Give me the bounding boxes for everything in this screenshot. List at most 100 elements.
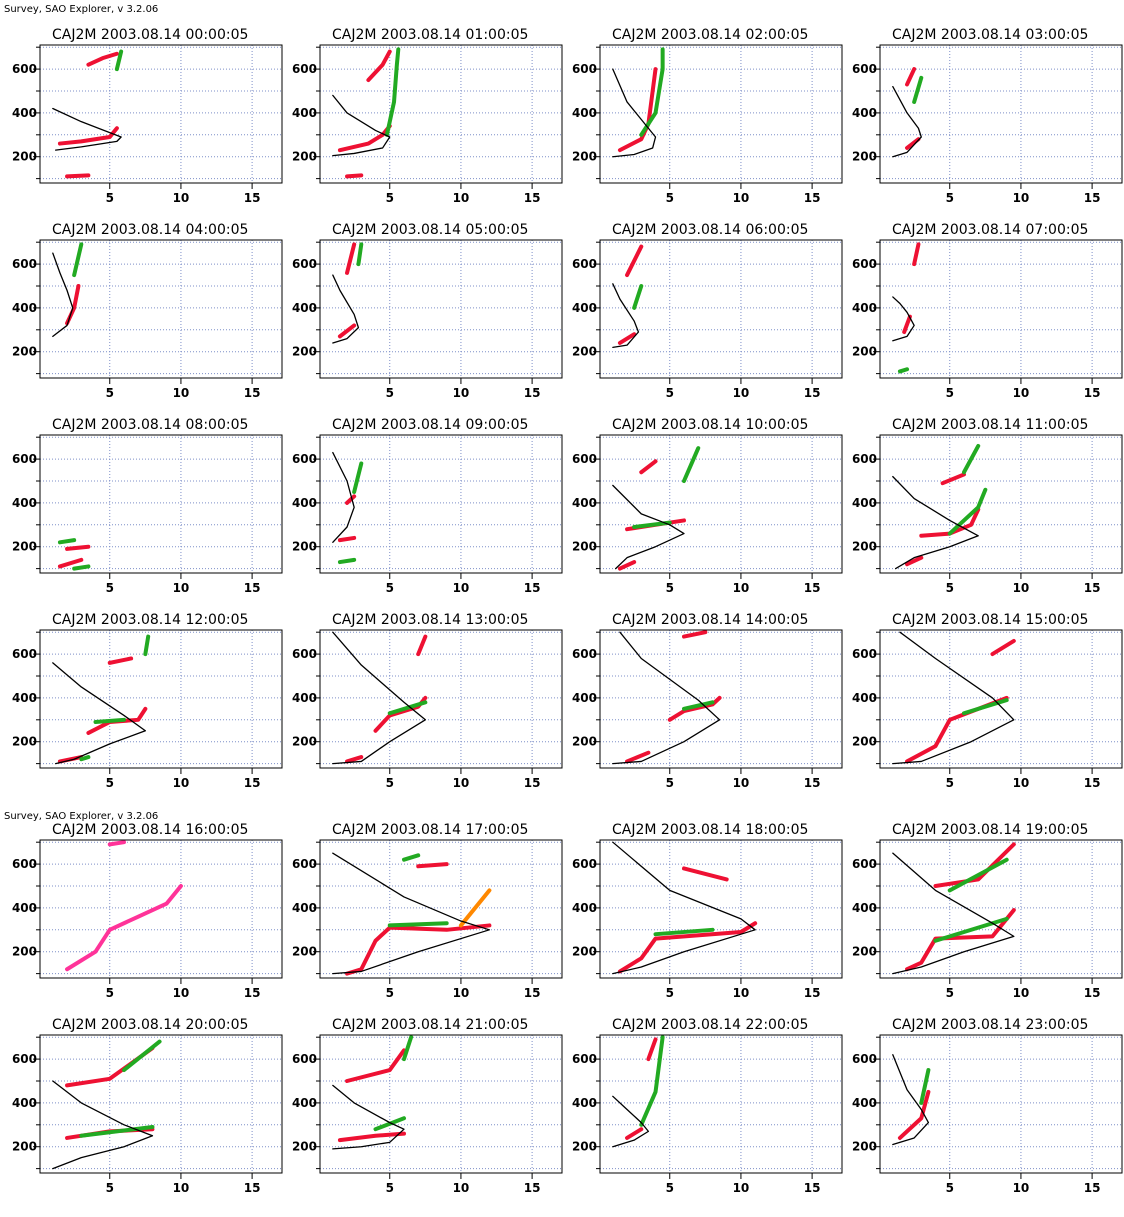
x-tick-label: 15: [524, 776, 541, 790]
panel: CAJ2M 2003.08.14 11:00:05 200 400 600 5 10 15: [852, 417, 1123, 595]
y-tick-label: 400: [292, 106, 317, 120]
trace: [905, 555, 924, 567]
y-tick-label: 600: [852, 62, 877, 76]
trace: [93, 717, 126, 724]
x-tick-label: 5: [106, 191, 114, 205]
y-tick-label: 200: [292, 540, 317, 554]
y-tick-label: 400: [12, 901, 37, 915]
panel-title: CAJ2M 2003.08.14 07:00:05: [892, 222, 1088, 238]
x-tick-label: 5: [386, 191, 394, 205]
x-tick-label: 15: [244, 986, 261, 1000]
x-tick-label: 10: [733, 581, 750, 595]
x-tick-label: 5: [666, 386, 674, 400]
y-tick-label: 200: [12, 345, 37, 359]
x-tick-label: 15: [1084, 776, 1101, 790]
y-tick-label: 400: [12, 691, 37, 705]
trace: [121, 1039, 162, 1073]
x-tick-label: 5: [666, 776, 674, 790]
trace: [332, 852, 491, 975]
x-tick-label: 15: [1084, 1181, 1101, 1195]
trace: [416, 634, 428, 657]
y-tick-label: 600: [852, 857, 877, 871]
trace: [352, 461, 364, 494]
x-tick-label: 5: [946, 776, 954, 790]
panel: CAJ2M 2003.08.14 05:00:05 200 400 600 5 10 15: [292, 222, 563, 400]
y-tick-label: 400: [852, 691, 877, 705]
x-tick-label: 10: [733, 776, 750, 790]
y-tick-label: 600: [292, 647, 317, 661]
trace: [337, 557, 357, 565]
panel-title: CAJ2M 2003.08.14 09:00:05: [332, 417, 528, 433]
y-tick-label: 200: [852, 945, 877, 959]
trace: [617, 67, 658, 153]
x-tick-label: 15: [244, 1181, 261, 1195]
x-tick-label: 10: [173, 986, 190, 1000]
trace: [345, 173, 364, 179]
trace: [933, 916, 1009, 943]
trace: [612, 841, 756, 975]
plot-frame: [599, 239, 843, 379]
trace: [57, 557, 84, 569]
x-tick-label: 5: [106, 386, 114, 400]
y-tick-label: 200: [572, 150, 597, 164]
x-tick-label: 15: [524, 386, 541, 400]
panel-title: CAJ2M 2003.08.14 04:00:05: [52, 222, 248, 238]
panel-title: CAJ2M 2003.08.14 14:00:05: [612, 612, 808, 628]
x-tick-label: 10: [733, 1181, 750, 1195]
y-tick-label: 200: [572, 1140, 597, 1154]
trace: [612, 283, 640, 348]
y-tick-label: 400: [572, 1096, 597, 1110]
y-tick-label: 400: [12, 301, 37, 315]
panel: CAJ2M 2003.08.14 04:00:05 200 400 600 5 10 15: [12, 222, 283, 400]
y-tick-label: 600: [292, 452, 317, 466]
y-tick-label: 600: [572, 62, 597, 76]
trace: [681, 866, 729, 882]
plot-frame: [879, 434, 1123, 574]
panel: CAJ2M 2003.08.14 16:00:05 200 400 600 5 10 15: [12, 822, 283, 1000]
trace: [86, 51, 119, 67]
x-tick-label: 10: [733, 191, 750, 205]
trace: [639, 459, 658, 475]
x-tick-label: 15: [804, 776, 821, 790]
x-tick-label: 15: [804, 386, 821, 400]
trace: [337, 1131, 406, 1143]
plot-frame: [599, 1034, 843, 1174]
panel: CAJ2M 2003.08.14 14:00:05 200 400 600 5 10 15: [572, 612, 843, 790]
y-tick-label: 200: [852, 345, 877, 359]
trace: [892, 475, 979, 570]
panel: CAJ2M 2003.08.14 00:00:05 200 400 600 5 10 15: [12, 27, 283, 205]
y-tick-label: 600: [12, 647, 37, 661]
trace: [57, 126, 119, 146]
x-tick-label: 10: [453, 581, 470, 595]
panel: CAJ2M 2003.08.14 03:00:05 200 400 600 5 10 15: [852, 27, 1123, 205]
trace: [337, 124, 392, 153]
panel-title: CAJ2M 2003.08.14 23:00:05: [892, 1017, 1088, 1033]
panel: CAJ2M 2003.08.14 23:00:05 200 400 600 5 10 15: [852, 1017, 1123, 1195]
trace: [416, 862, 449, 869]
x-tick-label: 5: [666, 581, 674, 595]
x-tick-label: 5: [106, 776, 114, 790]
y-tick-label: 400: [572, 691, 597, 705]
trace: [65, 284, 81, 326]
trace: [332, 274, 360, 344]
x-tick-label: 5: [946, 1181, 954, 1195]
y-tick-label: 400: [572, 496, 597, 510]
trace: [72, 242, 84, 278]
panel-title: CAJ2M 2003.08.14 01:00:05: [332, 27, 528, 43]
trace: [961, 443, 981, 475]
trace: [458, 888, 492, 928]
plot-frame: [319, 239, 563, 379]
trace: [905, 695, 1009, 764]
trace: [72, 564, 91, 571]
trace: [625, 750, 651, 764]
x-tick-label: 5: [666, 986, 674, 1000]
panel-title: CAJ2M 2003.08.14 03:00:05: [892, 27, 1088, 43]
trace: [919, 1068, 931, 1105]
y-tick-label: 400: [852, 106, 877, 120]
plot-frame: [879, 239, 1123, 379]
trace: [892, 85, 922, 158]
x-tick-label: 10: [733, 986, 750, 1000]
y-tick-label: 200: [292, 345, 317, 359]
trace: [114, 49, 124, 72]
x-tick-label: 15: [524, 1181, 541, 1195]
